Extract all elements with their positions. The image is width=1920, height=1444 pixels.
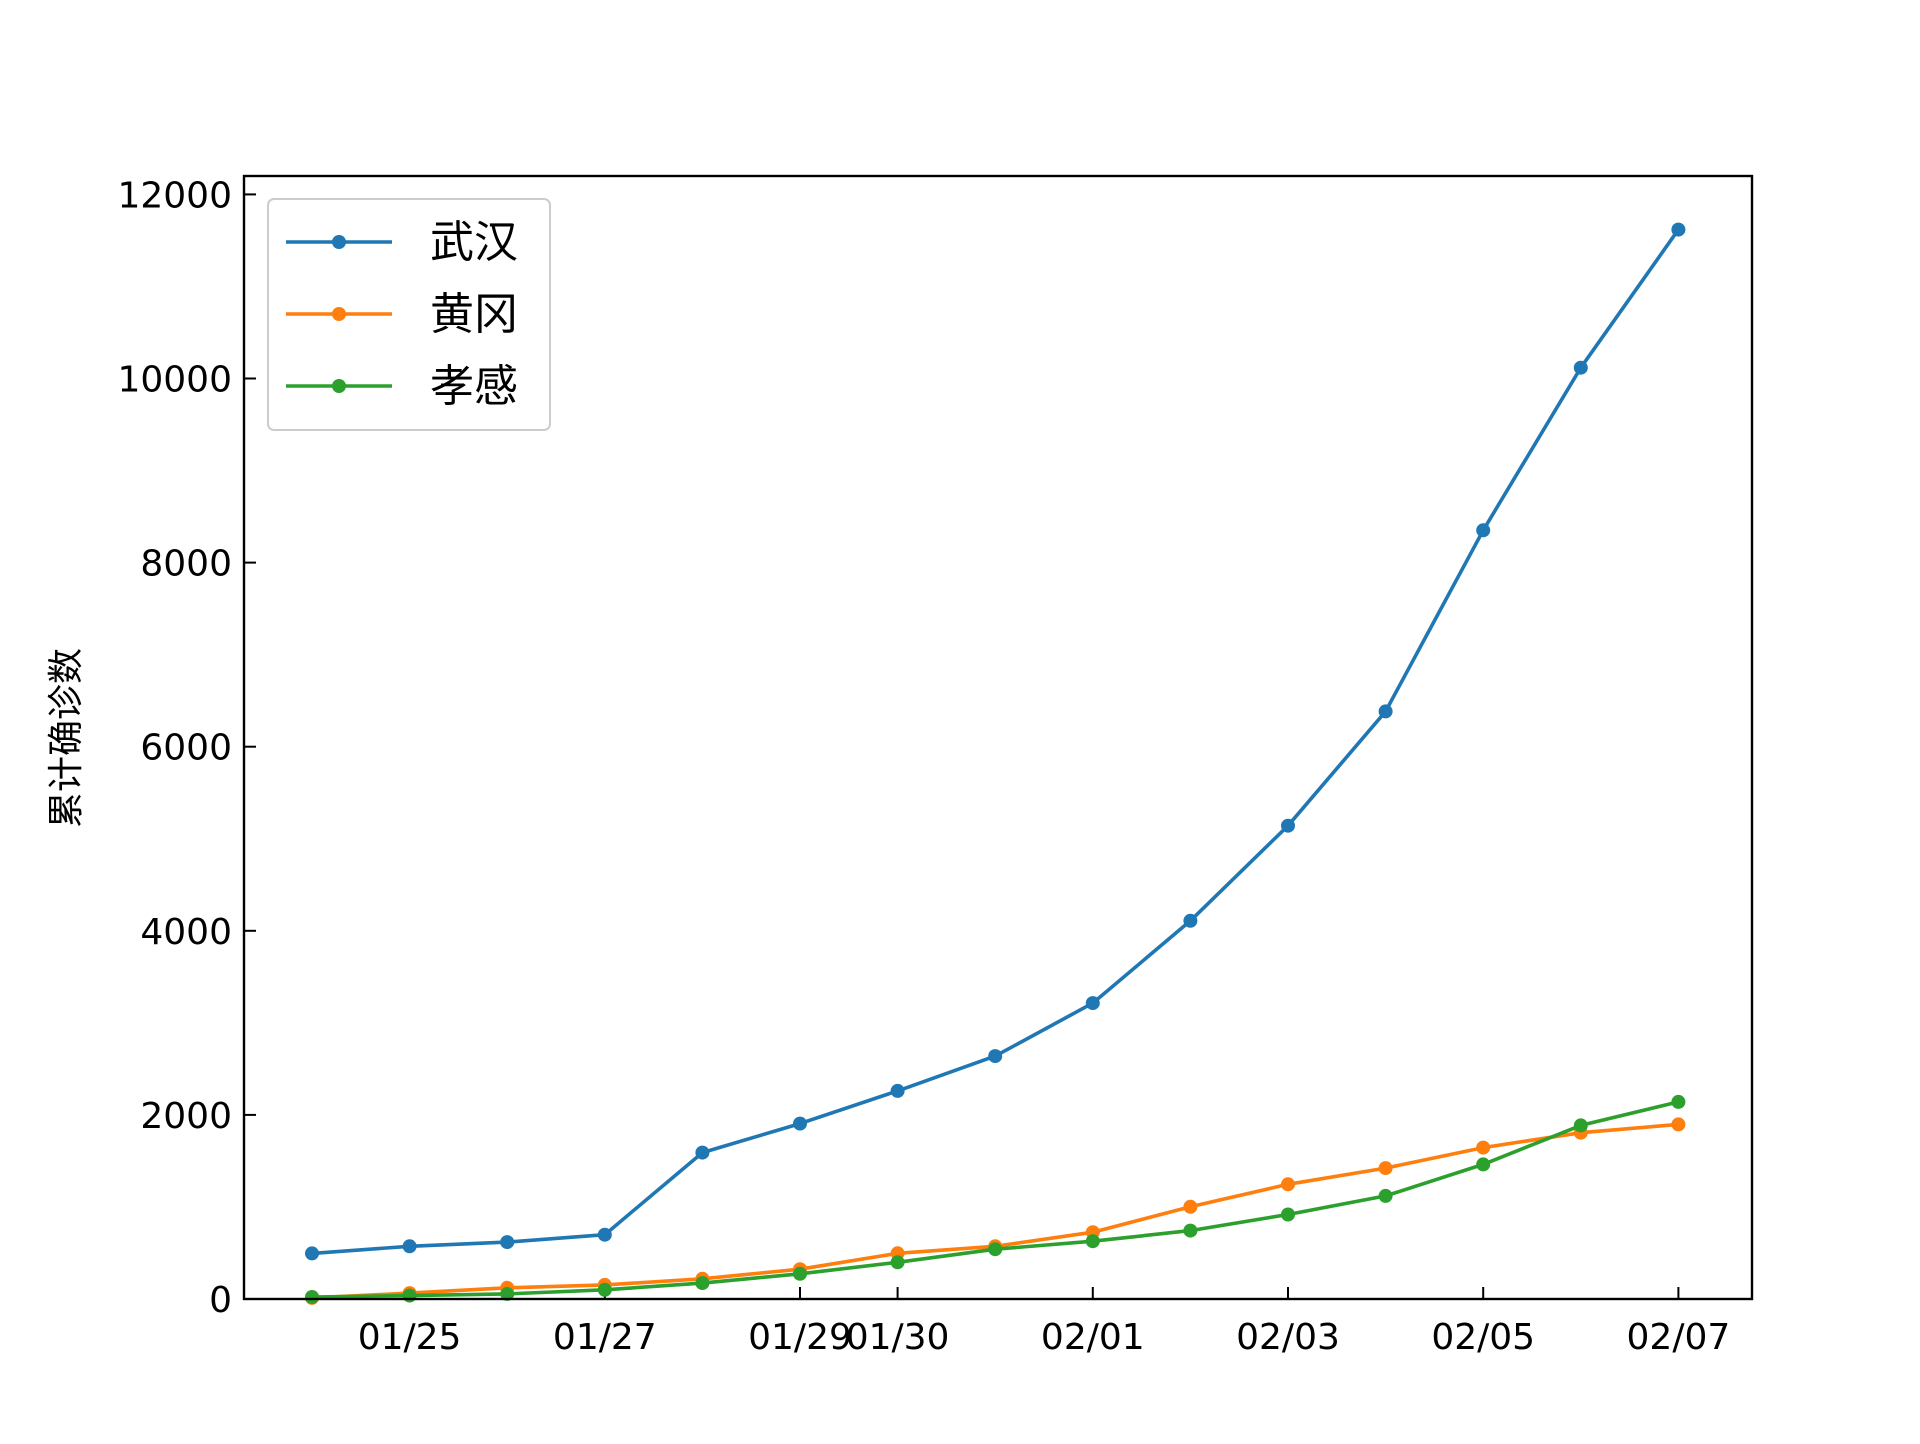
y-tick-label: 8000: [140, 544, 232, 585]
legend-label: 孝感: [430, 361, 518, 412]
y-tick-label: 0: [209, 1280, 232, 1321]
data-point: [890, 1255, 905, 1270]
data-point: [1085, 1234, 1100, 1249]
data-point: [1281, 818, 1295, 833]
data-point: [1378, 1161, 1393, 1176]
legend-swatch-marker: [332, 307, 346, 321]
y-tick-label: 10000: [117, 360, 232, 401]
y-tick-label: 6000: [140, 728, 232, 769]
y-tick-label: 2000: [140, 1096, 232, 1137]
data-point: [402, 1288, 417, 1303]
x-tick-label: 02/01: [1041, 1317, 1145, 1358]
legend-box: [267, 198, 551, 431]
data-point: [597, 1227, 612, 1242]
data-point: [695, 1145, 710, 1160]
y-axis-label: 累计确诊数: [46, 648, 87, 828]
data-point: [1183, 913, 1198, 928]
data-point: [1378, 1188, 1393, 1203]
data-point: [890, 1083, 905, 1098]
data-point: [597, 1282, 612, 1297]
data-point: [988, 1242, 1003, 1257]
data-point: [1281, 1177, 1295, 1192]
x-tick-label: 01/29: [748, 1317, 852, 1358]
data-point: [1671, 222, 1686, 237]
data-point: [1476, 1157, 1491, 1172]
x-tick-label: 01/27: [553, 1317, 657, 1358]
data-point: [500, 1235, 515, 1250]
data-point: [305, 1246, 319, 1261]
x-tick-label: 01/25: [358, 1317, 462, 1358]
x-tick-label: 02/07: [1627, 1317, 1731, 1358]
legend-label: 黄冈: [430, 289, 518, 340]
data-point: [793, 1266, 807, 1281]
legend-swatch-marker: [332, 379, 346, 393]
data-point: [402, 1239, 417, 1254]
x-tick-label: 02/05: [1431, 1317, 1535, 1358]
data-point: [305, 1290, 319, 1304]
data-point: [1085, 996, 1100, 1011]
data-point: [988, 1049, 1003, 1064]
x-tick-label: 01/30: [846, 1317, 950, 1358]
data-point: [793, 1116, 807, 1131]
data-point: [500, 1286, 515, 1301]
legend-swatch-marker: [332, 235, 346, 249]
data-point: [1281, 1207, 1295, 1222]
data-point: [1671, 1094, 1686, 1109]
data-point: [1183, 1223, 1198, 1238]
data-point: [1573, 360, 1588, 375]
data-point: [1573, 1118, 1588, 1133]
y-tick-label: 12000: [117, 175, 232, 216]
data-point: [1183, 1199, 1198, 1214]
data-point: [1476, 523, 1491, 538]
y-tick-label: 4000: [140, 912, 232, 953]
data-point: [1378, 704, 1393, 719]
legend-label: 武汉: [430, 217, 518, 268]
data-point: [1476, 1140, 1491, 1155]
plot-frame: [242, 174, 1754, 1301]
data-point: [695, 1276, 710, 1291]
x-tick-label: 02/03: [1236, 1317, 1340, 1358]
data-point: [1671, 1117, 1686, 1132]
